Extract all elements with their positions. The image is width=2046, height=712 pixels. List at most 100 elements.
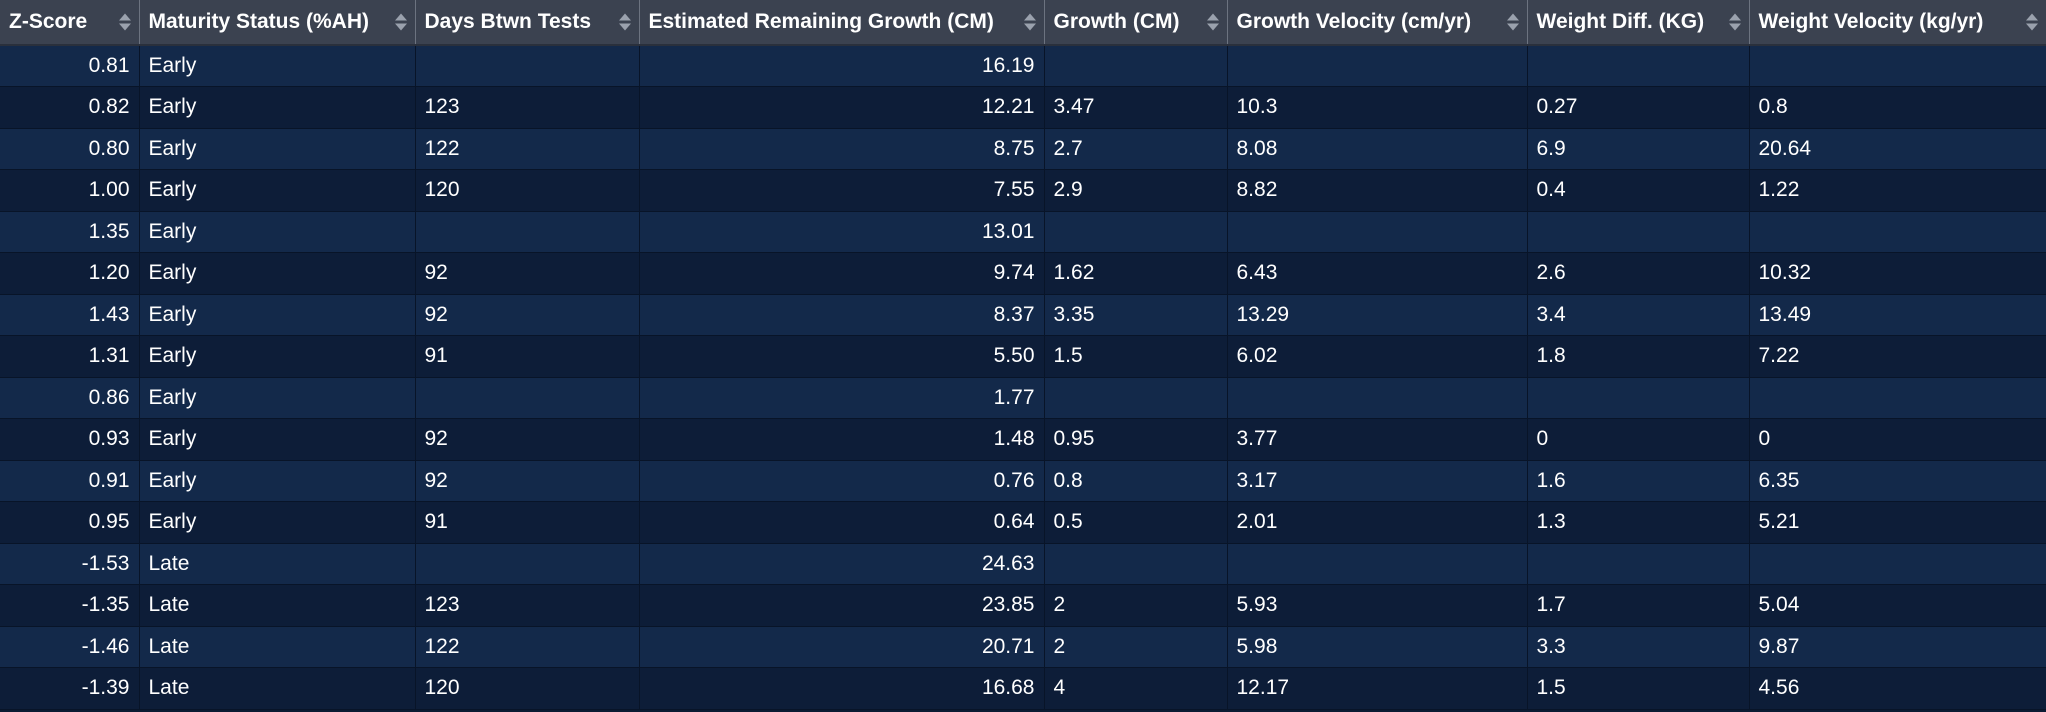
sort-arrows-icon[interactable] <box>118 13 131 31</box>
cell-weight-diff-kg: 1.8 <box>1527 335 1750 378</box>
cell-maturity-status-ah: Early <box>139 335 416 378</box>
cell-weight-diff-kg <box>1527 377 1750 419</box>
table-row[interactable]: -1.35 Late 123 23.85 2 5.93 1.7 5.04 <box>0 584 2046 627</box>
column-header-label: Z-Score <box>9 10 88 33</box>
cell-growth-velocity-cm-yr: 8.08 <box>1227 128 1528 170</box>
cell-days-btwn-tests: 123 <box>415 86 640 129</box>
cell-weight-diff-kg <box>1527 45 1750 87</box>
sort-arrows-icon[interactable] <box>1023 13 1036 31</box>
cell-maturity-status-ah: Early <box>139 128 416 170</box>
cell-weight-diff-kg: 1.5 <box>1527 667 1750 710</box>
cell-z-score: -1.53 <box>0 543 140 585</box>
table-row[interactable]: 0.82 Early 123 12.21 3.47 10.3 0.27 0.8 <box>0 86 2046 129</box>
cell-z-score: 0.82 <box>0 86 140 129</box>
cell-estimated-remaining-growth-cm: 1.77 <box>639 377 1045 419</box>
column-header-estimated-remaining-growth-cm[interactable]: Estimated Remaining Growth (CM) <box>639 0 1045 46</box>
cell-weight-diff-kg: 0.27 <box>1527 86 1750 129</box>
cell-estimated-remaining-growth-cm: 9.74 <box>639 252 1045 295</box>
table-row[interactable]: 1.20 Early 92 9.74 1.62 6.43 2.6 10.32 <box>0 252 2046 295</box>
table-row[interactable]: 1.00 Early 120 7.55 2.9 8.82 0.4 1.22 <box>0 169 2046 212</box>
cell-weight-diff-kg: 1.6 <box>1527 460 1750 502</box>
cell-growth-cm <box>1044 211 1228 253</box>
table-row[interactable]: 1.35 Early 13.01 <box>0 211 2046 253</box>
cell-growth-cm: 2.7 <box>1044 128 1228 170</box>
cell-days-btwn-tests <box>415 45 640 87</box>
table-row[interactable]: 0.93 Early 92 1.48 0.95 3.77 0 0 <box>0 418 2046 461</box>
cell-days-btwn-tests <box>415 377 640 419</box>
cell-weight-velocity-kg-yr <box>1749 543 2046 585</box>
cell-weight-velocity-kg-yr: 7.22 <box>1749 335 2046 378</box>
cell-estimated-remaining-growth-cm: 0.64 <box>639 501 1045 544</box>
cell-z-score: 1.00 <box>0 169 140 212</box>
sort-arrows-icon[interactable] <box>1206 13 1219 31</box>
cell-estimated-remaining-growth-cm: 23.85 <box>639 584 1045 627</box>
table-body: 0.81 Early 16.19 0.82 Early 123 12.21 3.47 10.3 0… <box>0 45 2046 710</box>
table-row[interactable]: 0.80 Early 122 8.75 2.7 8.08 6.9 20.64 <box>0 128 2046 170</box>
column-header-z-score[interactable]: Z-Score <box>0 0 140 46</box>
cell-growth-cm: 0.5 <box>1044 501 1228 544</box>
column-header-weight-velocity-kg-yr[interactable]: Weight Velocity (kg/yr) <box>1749 0 2046 46</box>
cell-weight-velocity-kg-yr: 4.56 <box>1749 667 2046 710</box>
cell-maturity-status-ah: Early <box>139 169 416 212</box>
cell-z-score: 1.35 <box>0 211 140 253</box>
sort-arrows-icon[interactable] <box>394 13 407 31</box>
cell-growth-velocity-cm-yr: 12.17 <box>1227 667 1528 710</box>
column-header-label: Growth Velocity (cm/yr) <box>1236 10 1472 33</box>
sort-arrows-icon[interactable] <box>618 13 631 31</box>
sort-arrows-icon[interactable] <box>1506 13 1519 31</box>
cell-maturity-status-ah: Late <box>139 667 416 710</box>
cell-maturity-status-ah: Early <box>139 86 416 129</box>
cell-z-score: -1.39 <box>0 667 140 710</box>
cell-growth-cm: 4 <box>1044 667 1228 710</box>
column-header-growth-cm[interactable]: Growth (CM) <box>1044 0 1228 46</box>
sort-arrows-icon[interactable] <box>2025 13 2038 31</box>
table-row[interactable]: 0.81 Early 16.19 <box>0 45 2046 87</box>
column-header-growth-velocity-cm-yr[interactable]: Growth Velocity (cm/yr) <box>1227 0 1528 46</box>
cell-growth-cm: 3.47 <box>1044 86 1228 129</box>
cell-estimated-remaining-growth-cm: 24.63 <box>639 543 1045 585</box>
cell-weight-velocity-kg-yr: 0 <box>1749 418 2046 461</box>
cell-maturity-status-ah: Early <box>139 418 416 461</box>
cell-weight-velocity-kg-yr: 5.04 <box>1749 584 2046 627</box>
cell-maturity-status-ah: Early <box>139 211 416 253</box>
table-row[interactable]: 0.86 Early 1.77 <box>0 377 2046 419</box>
column-header-weight-diff-kg[interactable]: Weight Diff. (KG) <box>1527 0 1750 46</box>
table-row[interactable]: 0.95 Early 91 0.64 0.5 2.01 1.3 5.21 <box>0 501 2046 544</box>
cell-z-score: -1.35 <box>0 584 140 627</box>
cell-weight-velocity-kg-yr: 9.87 <box>1749 626 2046 668</box>
table-row[interactable]: -1.53 Late 24.63 <box>0 543 2046 585</box>
cell-days-btwn-tests: 120 <box>415 169 640 212</box>
cell-estimated-remaining-growth-cm: 16.68 <box>639 667 1045 710</box>
cell-growth-velocity-cm-yr: 3.77 <box>1227 418 1528 461</box>
sort-arrows-icon[interactable] <box>1728 13 1741 31</box>
cell-growth-cm <box>1044 377 1228 419</box>
cell-maturity-status-ah: Early <box>139 45 416 87</box>
cell-estimated-remaining-growth-cm: 1.48 <box>639 418 1045 461</box>
cell-maturity-status-ah: Late <box>139 543 416 585</box>
cell-z-score: 0.93 <box>0 418 140 461</box>
cell-growth-velocity-cm-yr <box>1227 543 1528 585</box>
cell-weight-diff-kg: 3.4 <box>1527 294 1750 336</box>
table-row[interactable]: -1.39 Late 120 16.68 4 12.17 1.5 4.56 <box>0 667 2046 710</box>
cell-growth-cm: 3.35 <box>1044 294 1228 336</box>
table-row[interactable]: 0.91 Early 92 0.76 0.8 3.17 1.6 6.35 <box>0 460 2046 502</box>
cell-growth-cm: 0.95 <box>1044 418 1228 461</box>
column-header-days-btwn-tests[interactable]: Days Btwn Tests <box>415 0 640 46</box>
cell-weight-velocity-kg-yr: 0.8 <box>1749 86 2046 129</box>
cell-growth-velocity-cm-yr: 10.3 <box>1227 86 1528 129</box>
column-header-label: Weight Velocity (kg/yr) <box>1758 10 1984 33</box>
cell-z-score: 0.80 <box>0 128 140 170</box>
header-row: Z-Score Maturity Status (%AH) Days Btwn Te… <box>0 0 2046 46</box>
cell-weight-velocity-kg-yr: 20.64 <box>1749 128 2046 170</box>
cell-growth-cm <box>1044 543 1228 585</box>
cell-z-score: 1.43 <box>0 294 140 336</box>
table-row[interactable]: 1.31 Early 91 5.50 1.5 6.02 1.8 7.22 <box>0 335 2046 378</box>
column-header-maturity-status-ah[interactable]: Maturity Status (%AH) <box>139 0 416 46</box>
column-header-label: Maturity Status (%AH) <box>148 10 370 33</box>
cell-weight-velocity-kg-yr: 5.21 <box>1749 501 2046 544</box>
table-row[interactable]: -1.46 Late 122 20.71 2 5.98 3.3 9.87 <box>0 626 2046 668</box>
cell-growth-cm <box>1044 45 1228 87</box>
cell-z-score: 0.81 <box>0 45 140 87</box>
table-row[interactable]: 1.43 Early 92 8.37 3.35 13.29 3.4 13.49 <box>0 294 2046 336</box>
cell-z-score: 1.20 <box>0 252 140 295</box>
